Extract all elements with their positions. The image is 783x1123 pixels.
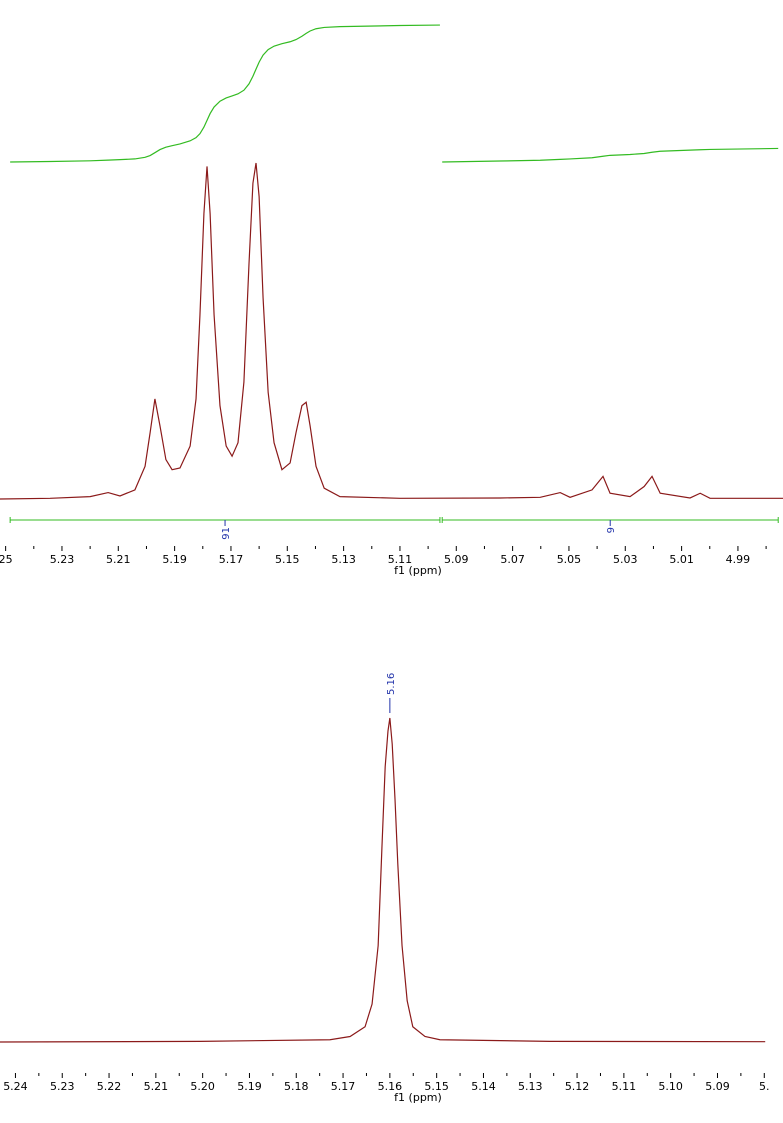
x-tick-label: 5.13 [331, 553, 356, 566]
integral-curve [442, 147, 779, 163]
x-tick-label: 5.09 [444, 553, 469, 566]
x-tick-label: 5.10 [658, 1080, 683, 1093]
x-tick-label: 5.09 [705, 1080, 730, 1093]
peak-label: 5.16 [386, 673, 397, 695]
x-axis-label: f1 (ppm) [394, 564, 442, 577]
x-tick-label: 5.05 [557, 553, 582, 566]
x-tick-label: 5.14 [471, 1080, 496, 1093]
x-tick-label: 5.21 [144, 1080, 169, 1093]
x-tick-label: 5.23 [50, 553, 75, 566]
x-tick-label: 5.13 [518, 1080, 543, 1093]
x-tick-label: 5.16 [378, 1080, 403, 1093]
x-axis-label: f1 (ppm) [394, 1091, 442, 1104]
x-tick-label: 5.22 [97, 1080, 122, 1093]
x-tick-label: 5.01 [669, 553, 694, 566]
x-tick-label: 5.03 [613, 553, 638, 566]
x-tick-label: 5.20 [190, 1080, 215, 1093]
x-tick-label: 5.18 [284, 1080, 309, 1093]
x-tick-label: 5.12 [565, 1080, 590, 1093]
x-tick-label: 5.24 [3, 1080, 28, 1093]
integral-label: 91 [221, 527, 232, 540]
x-tick-label: 5.11 [612, 1080, 637, 1093]
x-tick-label: 5.17 [219, 553, 244, 566]
x-tick-label: 5. [759, 1080, 770, 1093]
x-tick-label: 25 [0, 553, 13, 566]
x-tick-label: 5.23 [50, 1080, 75, 1093]
spectrum-line [0, 717, 766, 1043]
x-tick-label: 5.07 [500, 553, 525, 566]
x-tick-label: 5.21 [106, 553, 131, 566]
x-tick-label: 5.17 [331, 1080, 356, 1093]
integral-curve [10, 24, 440, 163]
x-tick-label: 5.19 [237, 1080, 262, 1093]
x-tick-label: 5.15 [424, 1080, 449, 1093]
spectrum-line [0, 162, 783, 500]
x-tick-label: 5.19 [162, 553, 187, 566]
x-tick-label: 5.11 [388, 553, 413, 566]
x-tick-label: 4.99 [726, 553, 751, 566]
integral-label: 9 [606, 527, 617, 533]
x-tick-label: 5.15 [275, 553, 300, 566]
